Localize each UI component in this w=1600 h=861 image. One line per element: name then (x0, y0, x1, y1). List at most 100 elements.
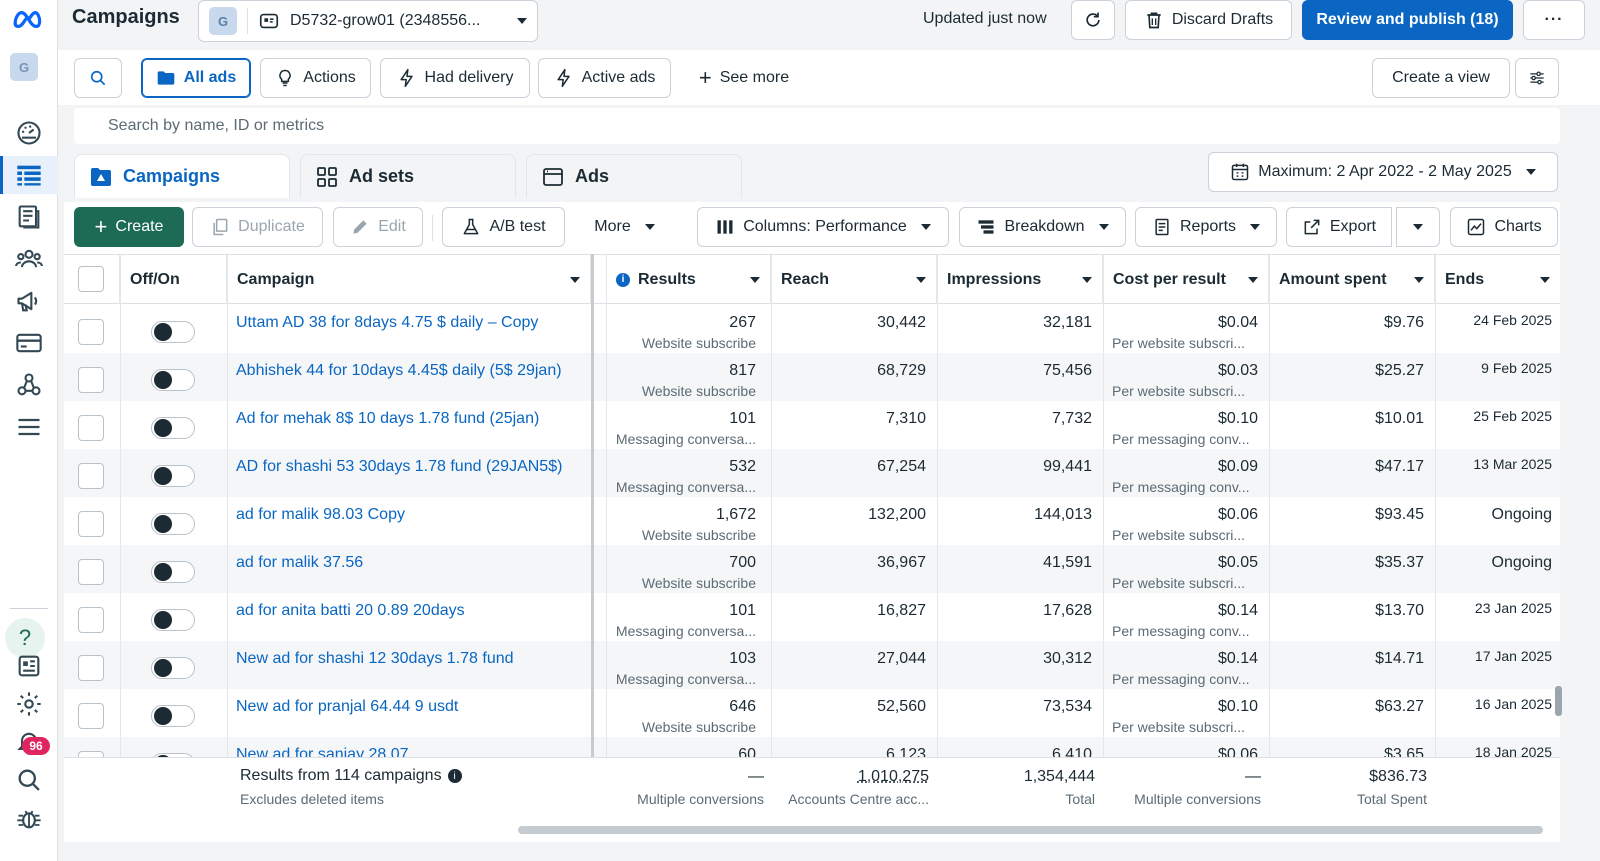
row-checkbox[interactable] (78, 319, 104, 345)
table-row[interactable]: ad for malik 37.56 700 Website subscribe 36… (64, 545, 1560, 593)
columns-dropdown[interactable]: Columns: Performance (697, 207, 949, 247)
review-publish-button[interactable]: Review and publish (18) (1302, 0, 1513, 40)
dashboard-gauge-icon[interactable] (0, 114, 58, 152)
pages-report-icon[interactable] (0, 198, 58, 236)
ads-manager-table-icon[interactable] (0, 156, 58, 194)
campaign-toggle[interactable] (151, 609, 195, 631)
table-row[interactable]: New ad for pranjal 64.44 9 usdt 646 Websit… (64, 689, 1560, 737)
tab-adsets[interactable]: Ad sets (300, 154, 516, 198)
more-options-button[interactable]: ··· (1523, 0, 1585, 40)
meta-logo-icon[interactable] (0, 0, 58, 38)
campaign-toggle[interactable] (151, 369, 195, 391)
row-checkbox[interactable] (78, 703, 104, 729)
campaign-name-link[interactable]: Ad for mehak 8$ 10 days 1.78 fund (25jan… (236, 410, 540, 427)
ad-account-selector[interactable]: G D5732-grow01 (2348556... (198, 0, 538, 42)
charts-button[interactable]: Charts (1450, 207, 1558, 247)
campaign-toggle[interactable] (151, 657, 195, 679)
results-value: 101 (729, 602, 756, 619)
search-icon[interactable] (0, 761, 58, 799)
actions-filter[interactable]: Actions (260, 58, 371, 98)
breakdown-dropdown[interactable]: Breakdown (959, 207, 1126, 247)
all-tools-menu-icon[interactable] (0, 408, 58, 446)
col-campaign[interactable]: Campaign (227, 255, 591, 304)
campaign-name-link[interactable]: New ad for pranjal 64.44 9 usdt (236, 698, 459, 715)
edit-button[interactable]: Edit (333, 207, 423, 247)
campaign-toggle[interactable] (151, 417, 195, 439)
col-offon[interactable]: Off/On (120, 255, 227, 304)
vertical-scrollbar[interactable] (1555, 686, 1562, 716)
create-button[interactable]: + Create (74, 207, 184, 247)
duplicate-button[interactable]: Duplicate (192, 207, 323, 247)
billing-card-icon[interactable] (0, 324, 58, 362)
campaign-toggle[interactable] (151, 513, 195, 535)
campaign-name-link[interactable]: ad for malik 37.56 (236, 554, 364, 571)
table-row[interactable]: Uttam AD 38 for 8days 4.75 $ daily – Cop… (64, 305, 1560, 353)
campaign-toggle[interactable] (151, 321, 195, 343)
table-row[interactable]: ad for malik 98.03 Copy 1,672 Website subs… (64, 497, 1560, 545)
row-checkbox[interactable] (78, 751, 104, 757)
table-row[interactable]: Abhishek 44 for 10days 4.45$ daily (5$ 2… (64, 353, 1560, 401)
more-dropdown[interactable]: More (577, 207, 672, 247)
campaign-name-link[interactable]: New ad for shashi 12 30days 1.78 fund (236, 650, 514, 667)
table-row[interactable]: ad for anita batti 20 0.89 20days 101 Mess… (64, 593, 1560, 641)
col-impressions[interactable]: Impressions (937, 255, 1103, 304)
select-all-checkbox[interactable] (78, 266, 104, 292)
row-checkbox[interactable] (78, 655, 104, 681)
refresh-button[interactable] (1071, 0, 1115, 40)
all-ads-filter[interactable]: All ads (141, 58, 251, 98)
duplicate-icon (213, 218, 228, 236)
campaign-toggle[interactable] (151, 705, 195, 727)
campaign-toggle[interactable] (151, 465, 195, 487)
col-amount-spent[interactable]: Amount spent (1269, 255, 1435, 304)
row-checkbox[interactable] (78, 415, 104, 441)
create-view-button[interactable]: Create a view (1372, 58, 1510, 98)
search-input[interactable] (74, 108, 1560, 144)
col-cost-per-result[interactable]: Cost per result (1103, 255, 1269, 304)
campaign-name-link[interactable]: Uttam AD 38 for 8days 4.75 $ daily – Cop… (236, 314, 539, 331)
row-checkbox[interactable] (78, 607, 104, 633)
horizontal-scrollbar[interactable] (518, 826, 1543, 834)
settings-gear-icon[interactable] (0, 685, 58, 723)
table-row[interactable]: New ad for sanjay 28.07 60 6,123 6,410 $0.06… (64, 737, 1560, 757)
megaphone-icon[interactable] (0, 282, 58, 320)
see-more-filters[interactable]: + See more (684, 58, 804, 98)
had-delivery-filter[interactable]: Had delivery (380, 58, 530, 98)
row-checkbox[interactable] (78, 559, 104, 585)
search-icon (90, 70, 106, 86)
active-ads-filter[interactable]: Active ads (538, 58, 671, 98)
campaign-name-link[interactable]: ad for anita batti 20 0.89 20days (236, 602, 465, 619)
col-reach[interactable]: Reach (771, 255, 937, 304)
table-row[interactable]: AD for shashi 53 30days 1.78 fund (29JAN… (64, 449, 1560, 497)
col-results[interactable]: i Results (606, 255, 771, 304)
campaign-name-link[interactable]: AD for shashi 53 30days 1.78 fund (29JAN… (236, 458, 563, 475)
report-bug-icon[interactable] (0, 799, 58, 837)
search-toggle-button[interactable] (74, 58, 122, 98)
date-range-picker[interactable]: Maximum: 2 Apr 2022 - 2 May 2025 (1208, 152, 1558, 192)
audiences-icon[interactable] (0, 240, 58, 278)
col-ends[interactable]: Ends (1435, 255, 1560, 304)
business-settings-icon[interactable] (0, 366, 58, 404)
table-row[interactable]: Ad for mehak 8$ 10 days 1.78 fund (25jan… (64, 401, 1560, 449)
summary-reach[interactable]: 1,010,275 (857, 768, 929, 785)
discard-drafts-button[interactable]: Discard Drafts (1125, 0, 1292, 40)
campaign-toggle[interactable] (151, 561, 195, 583)
row-checkbox[interactable] (78, 367, 104, 393)
rail-divider (10, 608, 48, 609)
view-settings-button[interactable] (1515, 58, 1559, 98)
reports-dropdown[interactable]: Reports (1135, 207, 1277, 247)
help-icon[interactable]: ? (5, 618, 45, 658)
account-avatar[interactable]: G (10, 53, 38, 81)
campaign-name-link[interactable]: ad for malik 98.03 Copy (236, 506, 405, 523)
info-icon[interactable]: i (447, 769, 462, 783)
table-row[interactable]: New ad for shashi 12 30days 1.78 fund 103… (64, 641, 1560, 689)
export-button[interactable]: Export (1286, 207, 1392, 247)
campaign-name-link[interactable]: New ad for sanjay 28.07 (236, 746, 409, 757)
tab-campaigns[interactable]: Campaigns (74, 154, 290, 198)
row-checkbox[interactable] (78, 511, 104, 537)
campaign-name-link[interactable]: Abhishek 44 for 10days 4.45$ daily (5$ 2… (236, 362, 562, 379)
row-checkbox[interactable] (78, 463, 104, 489)
news-feed-icon[interactable] (0, 647, 58, 685)
tab-ads[interactable]: Ads (526, 154, 742, 198)
export-options-dropdown[interactable] (1396, 207, 1440, 247)
ab-test-button[interactable]: A/B test (442, 207, 565, 247)
